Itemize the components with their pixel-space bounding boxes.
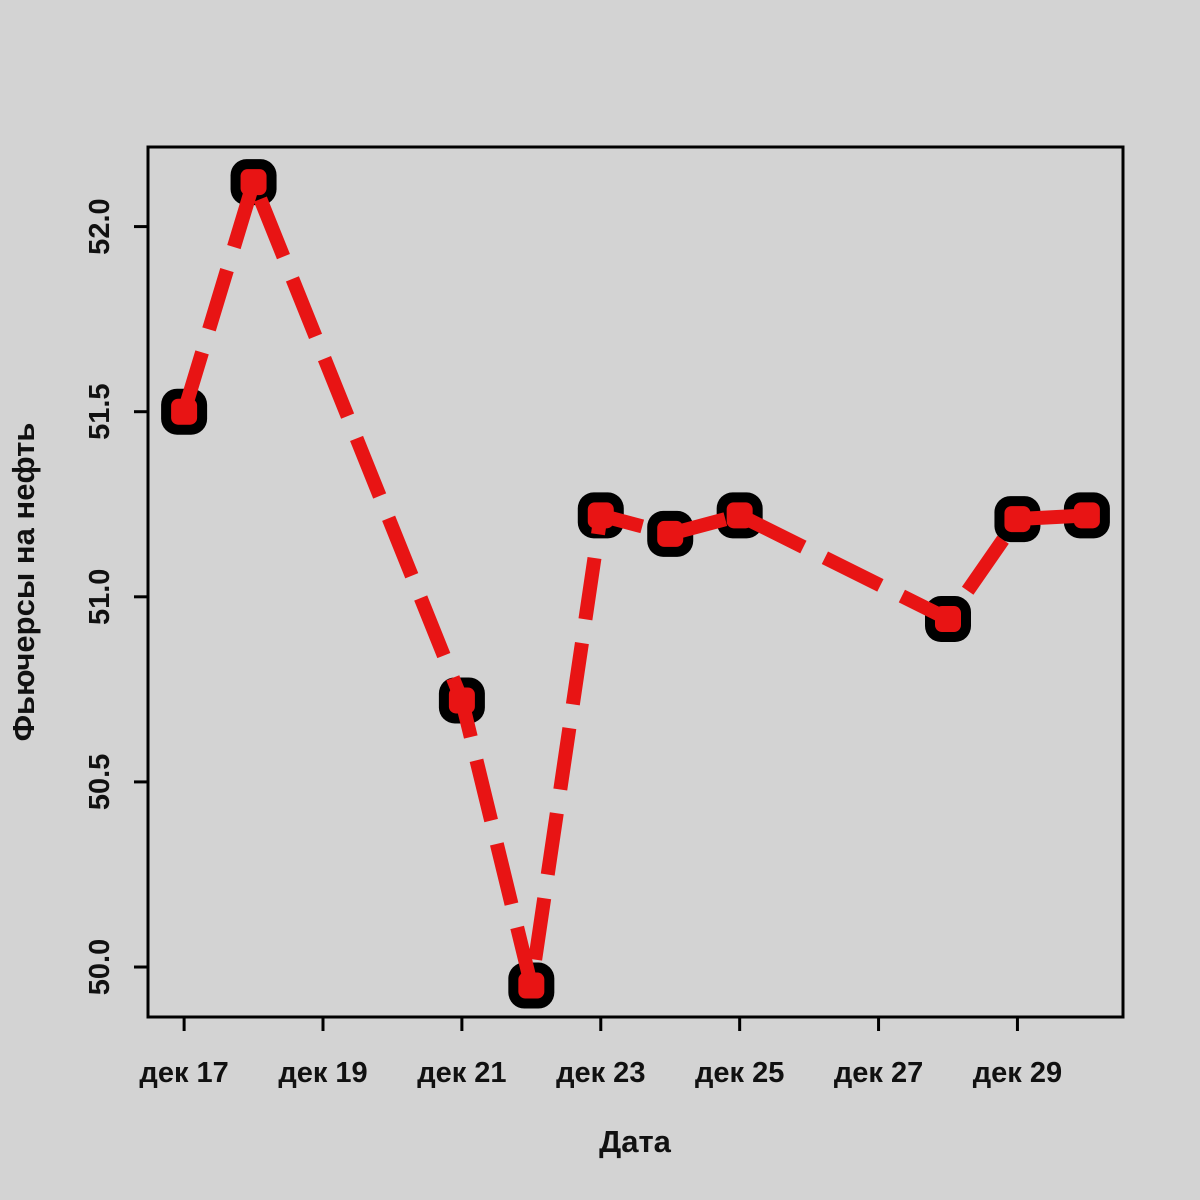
axes-layer: 50.0 50.5 51.0 51.5 52.0 дек 17 дек 19 дек 21 де… [84, 145, 1125, 1089]
x-tick-label: дек 17 [139, 1057, 228, 1089]
trend-line [177, 161, 1088, 988]
x-tick-label: дек 21 [417, 1057, 506, 1089]
x-tick-label: дек 29 [973, 1057, 1062, 1089]
y-tick-label: 51.0 [84, 569, 116, 625]
x-axis-title: Дата [599, 1124, 672, 1159]
data-point-center [657, 520, 684, 547]
series-layer [161, 159, 1110, 1009]
data-point-center [1073, 502, 1100, 529]
x-tick-label: дек 23 [556, 1057, 645, 1089]
x-tick-label: дек 19 [278, 1057, 367, 1089]
y-tick-label: 50.0 [84, 939, 116, 995]
data-point-center [935, 606, 961, 633]
data-point-center [726, 502, 753, 529]
data-point-center [171, 398, 198, 425]
y-axis-title: Фьючерсы на нефть [6, 423, 41, 742]
data-point-center [448, 687, 475, 714]
y-tick-label: 50.5 [84, 754, 116, 810]
data-point-center [518, 972, 545, 999]
data-point-center [587, 502, 614, 529]
y-tick-label: 51.5 [84, 383, 116, 439]
x-tick-label: дек 27 [834, 1057, 923, 1089]
data-point-center [240, 169, 267, 196]
y-tick-label: 52.0 [84, 198, 116, 254]
plot-border [146, 145, 1125, 1019]
data-point-center [1004, 506, 1031, 533]
x-tick-label: дек 25 [695, 1057, 784, 1089]
